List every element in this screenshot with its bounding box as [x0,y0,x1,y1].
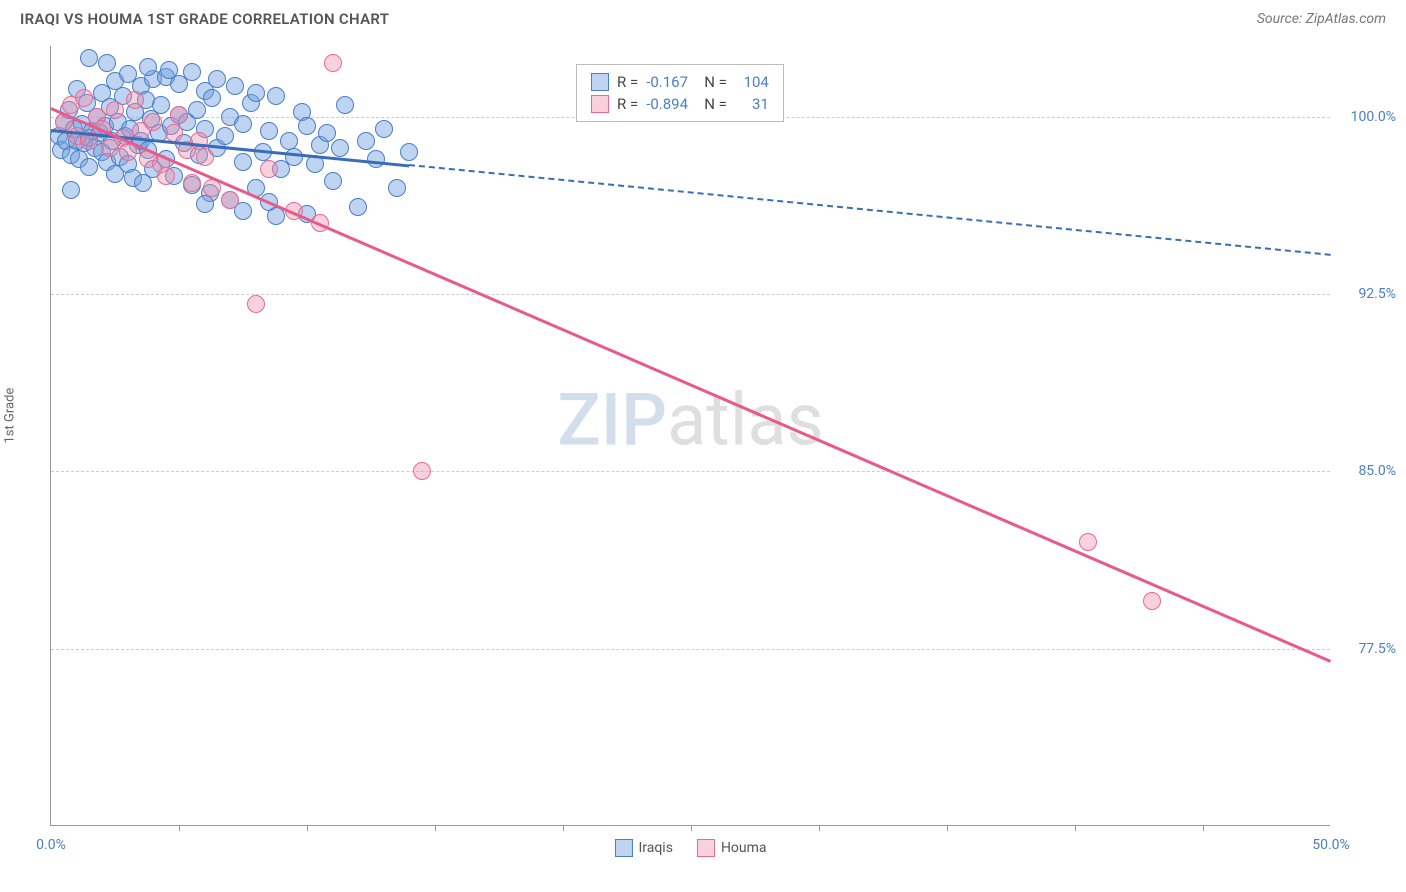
scatter-point [80,49,98,67]
scatter-point [331,139,349,157]
scatter-point [298,117,316,135]
x-tick [179,825,180,831]
correlation-legend: R = -0.167 N = 104 R = -0.894 N = 31 [576,64,784,122]
chart-header: IRAQI VS HOUMA 1ST GRADE CORRELATION CHA… [0,0,1406,36]
scatter-point [203,89,221,107]
scatter-point [349,198,367,216]
legend-swatch [591,73,609,91]
legend-n-value: 31 [735,95,769,113]
scatter-point [196,148,214,166]
legend-n-label: N = [704,73,727,91]
scatter-point [80,158,98,176]
scatter-point [1079,533,1097,551]
scatter-point [247,295,265,313]
scatter-point [216,127,234,145]
scatter-point [183,63,201,81]
scatter-point [208,70,226,88]
scatter-point [247,84,265,102]
scatter-point [160,61,178,79]
chart-source: Source: ZipAtlas.com [1257,11,1386,27]
scatter-point [375,120,393,138]
x-tick [435,825,436,831]
y-tick-label: 77.5% [1336,641,1396,657]
legend-r-label: R = [617,73,638,91]
scatter-point [280,132,298,150]
trend-line-dashed [409,164,1331,256]
scatter-point [260,160,278,178]
scatter-point [267,87,285,105]
gridline-h [51,649,1330,650]
legend-r-value: -0.894 [646,95,696,113]
watermark: ZIPatlas [557,377,823,462]
scatter-point [413,462,431,480]
x-tick [307,825,308,831]
legend-r-value: -0.167 [646,73,696,91]
scatter-point [324,172,342,190]
scatter-point [139,58,157,76]
scatter-point [144,113,162,131]
scatter-point [388,179,406,197]
scatter-point [1143,592,1161,610]
y-tick-label: 85.0% [1336,463,1396,479]
plot-area: ZIPatlas 100.0%92.5%85.0%77.5%0.0%50.0%R… [50,46,1330,826]
scatter-point [221,191,239,209]
scatter-point [183,174,201,192]
x-tick [563,825,564,831]
gridline-h [51,294,1330,295]
scatter-point [62,181,80,199]
series-legend-item: Iraqis [614,839,672,857]
scatter-point [119,143,137,161]
scatter-point [234,153,252,171]
watermark-part2: atlas [667,377,824,462]
series-legend-item: Houma [697,839,767,857]
scatter-point [157,167,175,185]
scatter-point [285,148,303,166]
scatter-point [196,195,214,213]
series-legend: Iraqis Houma [614,839,766,857]
x-tick [691,825,692,831]
scatter-point [170,106,188,124]
gridline-h [51,471,1330,472]
scatter-point [126,91,144,109]
legend-n-value: 104 [735,73,769,91]
x-tick-label: 50.0% [1312,837,1350,853]
chart-title: IRAQI VS HOUMA 1ST GRADE CORRELATION CHA… [20,10,389,28]
y-tick-label: 100.0% [1336,109,1396,125]
scatter-point [226,77,244,95]
x-tick [1075,825,1076,831]
scatter-point [260,122,278,140]
scatter-point [152,96,170,114]
x-tick [947,825,948,831]
series-legend-label: Houma [721,840,767,856]
y-axis-label: 1st Grade [3,388,18,444]
watermark-part1: ZIP [557,377,667,462]
scatter-point [188,101,206,119]
x-tick [1203,825,1204,831]
scatter-point [400,143,418,161]
scatter-point [106,101,124,119]
scatter-point [336,96,354,114]
scatter-point [324,54,342,72]
x-tick-label: 0.0% [36,837,66,853]
series-legend-label: Iraqis [638,840,672,856]
scatter-point [98,54,116,72]
legend-swatch [591,95,609,113]
legend-r-label: R = [617,95,638,113]
scatter-point [234,115,252,133]
legend-swatch [614,839,632,857]
legend-swatch [697,839,715,857]
legend-row: R = -0.167 N = 104 [591,71,769,93]
scatter-point [357,132,375,150]
chart-container: 1st Grade ZIPatlas 100.0%92.5%85.0%77.5%… [0,36,1406,876]
y-tick-label: 92.5% [1336,286,1396,302]
legend-n-label: N = [704,95,727,113]
x-tick [819,825,820,831]
scatter-point [367,150,385,168]
legend-row: R = -0.894 N = 31 [591,93,769,115]
scatter-point [75,89,93,107]
